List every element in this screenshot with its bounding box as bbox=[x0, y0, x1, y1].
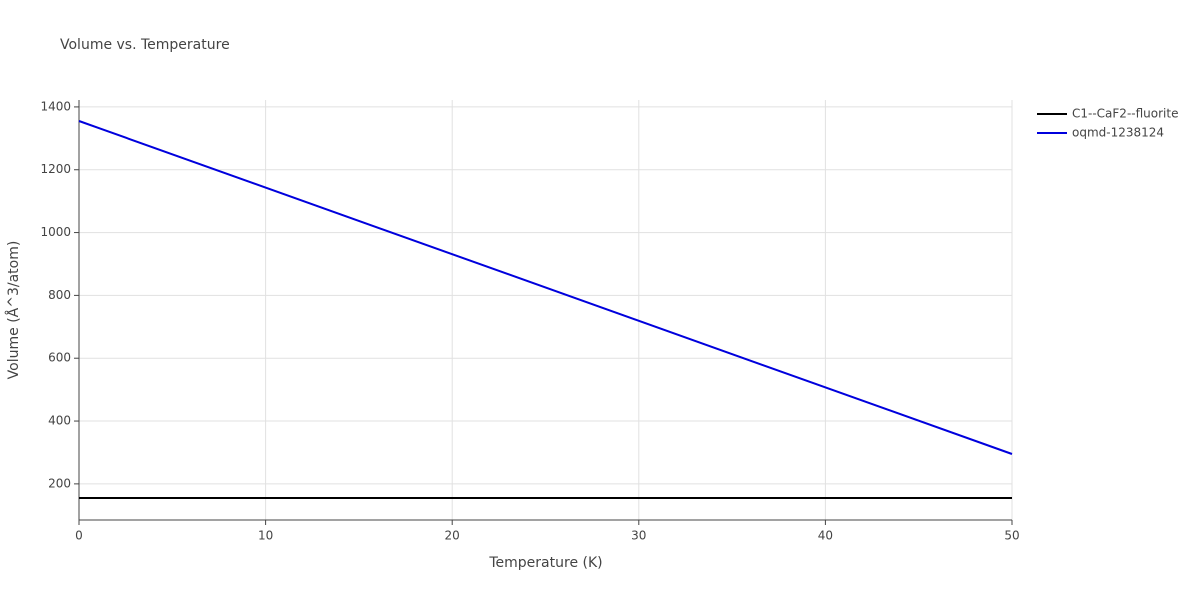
x-tick-label: 30 bbox=[631, 529, 646, 543]
x-tick-label: 10 bbox=[258, 529, 273, 543]
legend-label: C1--CaF2--fluorite bbox=[1072, 107, 1178, 121]
y-tick-label: 1200 bbox=[40, 162, 71, 176]
x-tick-label: 40 bbox=[818, 529, 833, 543]
y-axis-title: Volume (Å^3/atom) bbox=[5, 241, 22, 380]
chart-title: Volume vs. Temperature bbox=[60, 37, 230, 53]
y-tick-label: 1400 bbox=[40, 99, 71, 113]
y-tick-label: 800 bbox=[48, 288, 71, 302]
y-tick-label: 1000 bbox=[40, 225, 71, 239]
y-tick-label: 200 bbox=[48, 476, 71, 490]
x-tick-label: 20 bbox=[445, 529, 460, 543]
x-axis-title: Temperature (K) bbox=[488, 555, 602, 571]
y-tick-label: 400 bbox=[48, 414, 71, 428]
x-tick-label: 0 bbox=[75, 529, 83, 543]
legend-label: oqmd-1238124 bbox=[1072, 126, 1164, 140]
y-tick-label: 600 bbox=[48, 351, 71, 365]
line-series bbox=[78, 120, 1013, 455]
x-tick-label: 50 bbox=[1004, 529, 1019, 543]
